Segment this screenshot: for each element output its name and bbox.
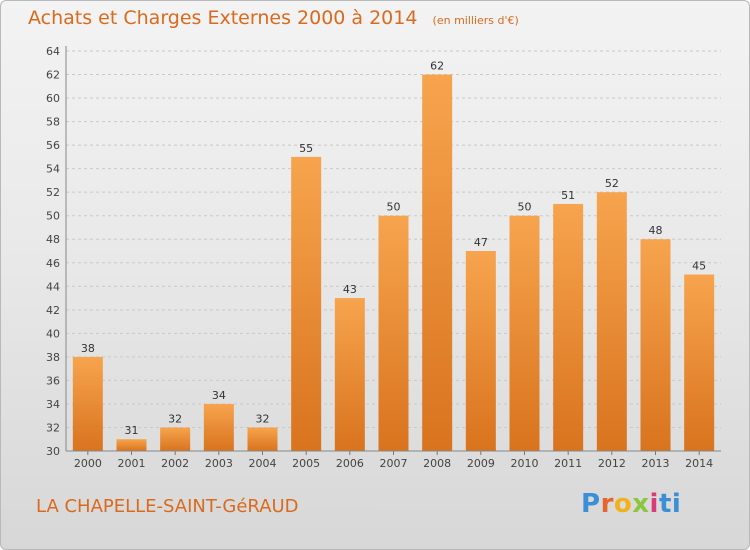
logo-letter: i — [649, 489, 659, 519]
bar-2002 — [160, 427, 191, 451]
logo-letter: r — [600, 489, 614, 519]
data-label: 34 — [212, 389, 226, 402]
y-tick-label: 52 — [46, 186, 60, 199]
y-tick-label: 64 — [46, 45, 60, 58]
data-label: 38 — [81, 342, 95, 355]
x-tick-label: 2001 — [118, 457, 146, 470]
bar-2009 — [465, 251, 496, 451]
y-tick-label: 50 — [46, 210, 60, 223]
bar-2011 — [553, 203, 584, 451]
data-label: 31 — [125, 424, 139, 437]
logo-letter: P — [581, 489, 601, 519]
y-tick-label: 40 — [46, 327, 60, 340]
y-tick-label: 34 — [46, 398, 60, 411]
logo-letter: t — [658, 489, 672, 519]
x-tick-label: 2014 — [685, 457, 713, 470]
data-label: 45 — [692, 260, 706, 273]
data-label: 50 — [387, 201, 401, 214]
y-tick-label: 58 — [46, 116, 60, 129]
y-tick-label: 32 — [46, 421, 60, 434]
bar-2013 — [640, 239, 671, 451]
data-label: 48 — [649, 224, 663, 237]
data-label: 50 — [518, 201, 532, 214]
data-label: 51 — [561, 189, 575, 202]
bars: 38 31 32 34 32 55 43 50 62 47 50 51 52 48 45 — [72, 60, 715, 452]
bar-2003 — [203, 403, 234, 451]
chart-subtitle: (en milliers d'€) — [432, 14, 519, 27]
data-label: 32 — [168, 412, 182, 425]
bar-2001 — [116, 439, 147, 451]
x-tick-label: 2006 — [336, 457, 364, 470]
y-tick-label: 60 — [46, 92, 60, 105]
y-tick-label: 56 — [46, 139, 60, 152]
x-tick-label: 2007 — [380, 457, 408, 470]
x-tick-label: 2009 — [467, 457, 495, 470]
y-tick-label: 42 — [46, 304, 60, 317]
logo-letter: x — [632, 489, 650, 519]
x-tick-label: 2000 — [74, 457, 102, 470]
chart-title-block: Achats et Charges Externes 2000 à 2014 (… — [28, 7, 519, 29]
logo-letter: o — [613, 489, 633, 519]
bar-2005 — [291, 156, 322, 451]
data-label: 52 — [605, 177, 619, 190]
logo-letter: i — [671, 489, 682, 519]
x-tick-label: 2013 — [642, 457, 670, 470]
x-tick-label: 2002 — [161, 457, 189, 470]
y-tick-label: 38 — [46, 351, 60, 364]
y-tick-label: 48 — [46, 233, 60, 246]
proxiti-logo[interactable]: Proxiti — [581, 489, 681, 519]
y-tick-label: 30 — [46, 445, 60, 458]
x-tick-label: 2011 — [554, 457, 582, 470]
y-tick-label: 54 — [46, 163, 60, 176]
x-tick-label: 2012 — [598, 457, 626, 470]
x-tick-label: 2005 — [292, 457, 320, 470]
bar-2008 — [422, 74, 453, 451]
bar-2014 — [684, 274, 715, 451]
chart-title: Achats et Charges Externes 2000 à 2014 — [28, 7, 418, 29]
x-tick-label: 2008 — [423, 457, 451, 470]
x-tick-label: 2010 — [511, 457, 539, 470]
data-label: 32 — [256, 412, 270, 425]
x-tick-label: 2003 — [205, 457, 233, 470]
data-label: 55 — [299, 142, 313, 155]
axes: 30 32 34 36 38 40 42 44 46 48 50 52 54 56 58 60 62 64 2000… — [46, 45, 721, 470]
bar-2004 — [247, 427, 278, 451]
y-tick-label: 62 — [46, 69, 60, 82]
y-tick-label: 46 — [46, 257, 60, 270]
y-tick-label: 44 — [46, 280, 60, 293]
x-tick-label: 2004 — [249, 457, 277, 470]
bar-2010 — [509, 215, 540, 451]
data-label: 47 — [474, 236, 488, 249]
commune-name: LA CHAPELLE-SAINT-GéRAUD — [36, 496, 299, 517]
data-label: 62 — [430, 60, 444, 73]
data-label: 43 — [343, 283, 357, 296]
bar-2012 — [596, 192, 627, 452]
bar-2007 — [378, 215, 409, 451]
bar-2000 — [72, 356, 103, 451]
y-tick-label: 36 — [46, 374, 60, 387]
bar-2006 — [334, 298, 365, 451]
